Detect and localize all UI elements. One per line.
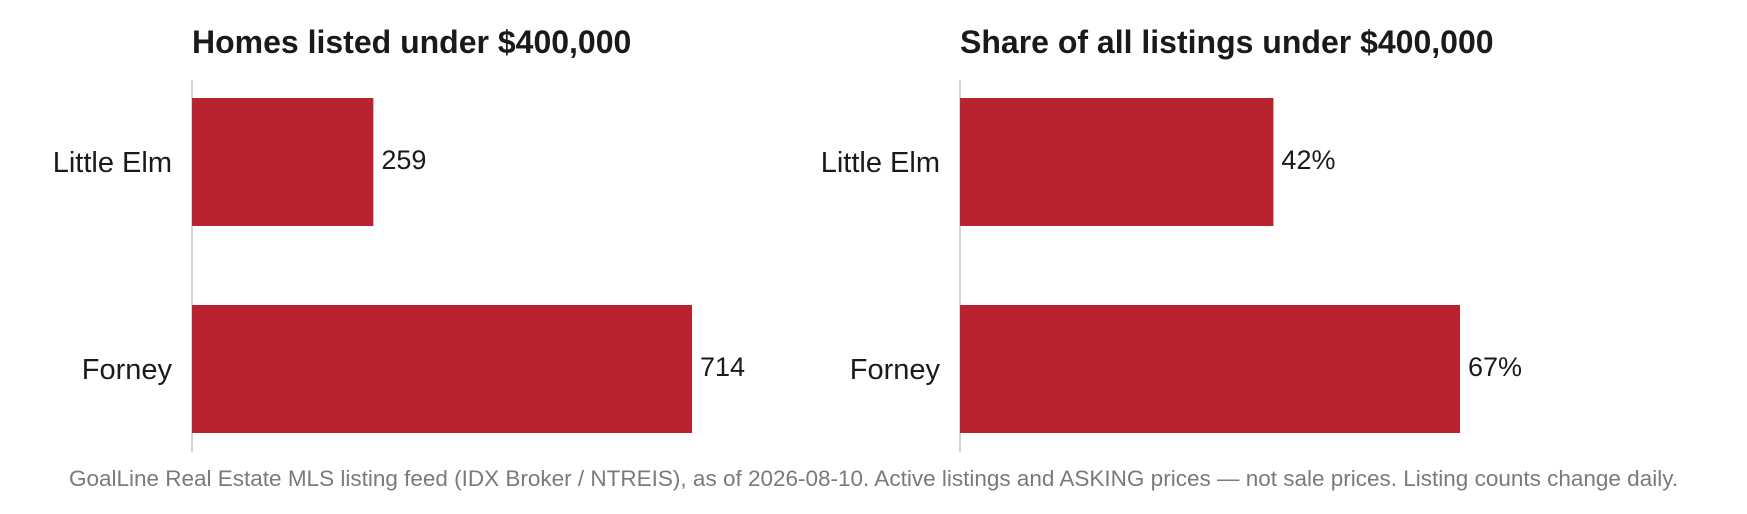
category-label-forney: Forney xyxy=(82,354,173,386)
bar-forney xyxy=(192,305,692,433)
chart-panel-homes-listed: Homes listed under $400,000 Little Elm 259… xyxy=(53,24,745,452)
value-label-little-elm: 259 xyxy=(381,145,426,175)
bar-little-elm xyxy=(192,98,374,226)
bar-forney xyxy=(960,305,1460,433)
chart-panel-share-of-listings: Share of all listings under $400,000 Litt… xyxy=(821,24,1522,452)
chart-title: Homes listed under $400,000 xyxy=(192,24,631,60)
bar-little-elm xyxy=(960,98,1274,226)
value-label-forney: 714 xyxy=(700,352,745,382)
category-label-little-elm: Little Elm xyxy=(53,147,172,179)
category-label-little-elm: Little Elm xyxy=(821,147,940,179)
chart-title: Share of all listings under $400,000 xyxy=(960,24,1494,60)
value-label-little-elm: 42% xyxy=(1281,145,1335,175)
value-label-forney: 67% xyxy=(1468,352,1522,382)
category-label-forney: Forney xyxy=(850,354,941,386)
source-footnote: GoalLine Real Estate MLS listing feed (I… xyxy=(68,466,1679,491)
